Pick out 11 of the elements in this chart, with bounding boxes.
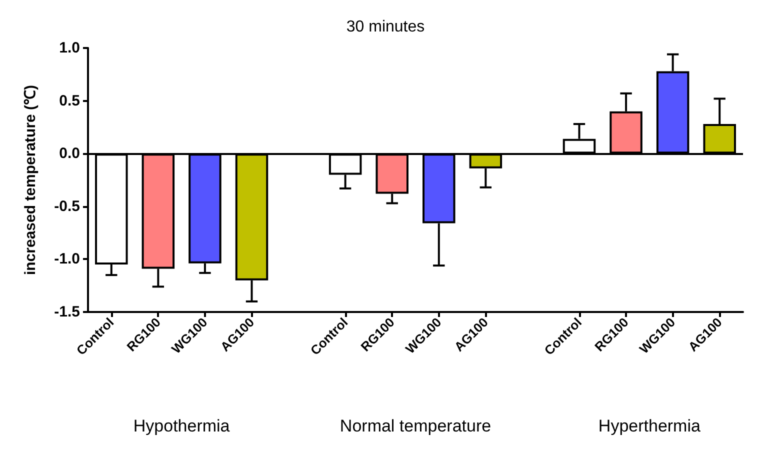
text: Hyperthermia [598,416,701,436]
y-tick-label: -1.0 [54,250,80,268]
chart-title: 30 minutes [346,18,425,36]
y-tick-label: 1.0 [59,40,80,56]
y-tick-label: 0.5 [59,92,80,110]
y-tick-label: 0.0 [59,145,80,162]
y-tick-label: -1.5 [54,304,80,320]
text: Hypothermia [133,416,230,436]
y-tick-label: -0.5 [54,198,80,215]
y-axis-title: increased temperature (℃) [22,84,39,276]
text: Normal temperature [340,416,492,436]
